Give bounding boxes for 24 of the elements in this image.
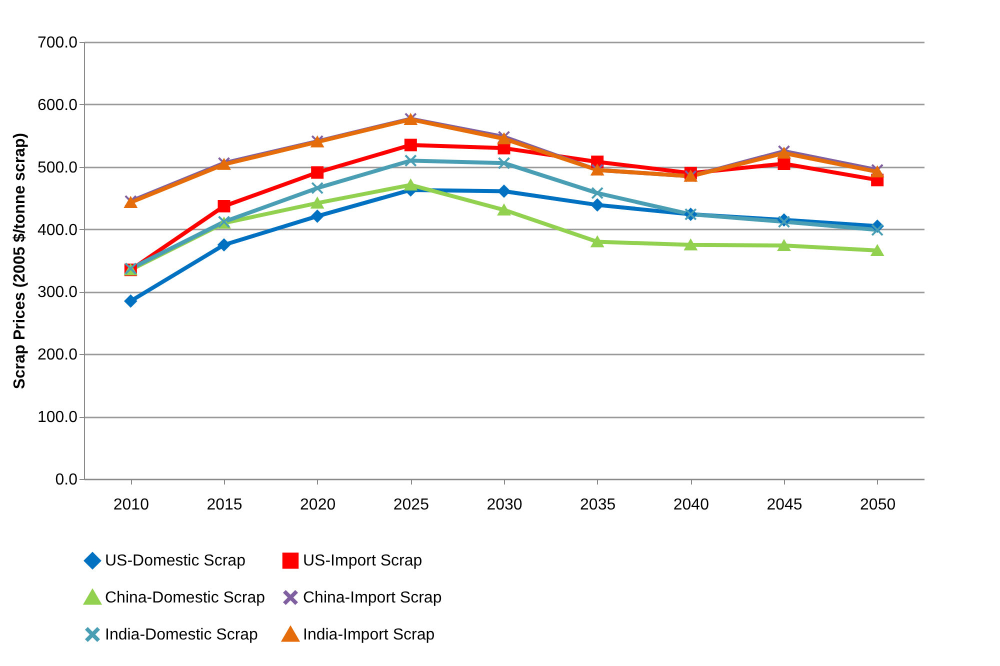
legend-label: China-Domestic Scrap — [105, 590, 266, 606]
legend-label: US-Import Scrap — [303, 552, 422, 570]
y-tick-label: 100.0 — [37, 409, 78, 426]
x-tick-label: 2030 — [486, 496, 522, 514]
x-tick-label: 2045 — [766, 496, 802, 514]
y-axis-title: Scrap Prices (2005 $/tonne scrap) — [11, 132, 28, 390]
y-tick-label: 0.0 — [55, 472, 78, 488]
x-tick-label: 2040 — [673, 496, 710, 514]
x-tick-label: 2025 — [393, 496, 430, 514]
x-tick-label: 2020 — [300, 496, 336, 514]
x-tick-label: 2050 — [860, 496, 896, 514]
y-tick-label: 300.0 — [37, 284, 78, 302]
y-tick-label: 200.0 — [37, 346, 78, 364]
x-tick-label: 2010 — [113, 496, 150, 514]
legend-label: India-Import Scrap — [303, 626, 435, 644]
legend-label: US-Domestic Scrap — [105, 552, 246, 570]
legend-label: China-Import Scrap — [303, 590, 442, 606]
y-tick-label: 400.0 — [37, 222, 78, 239]
y-tick-label: 700.0 — [37, 34, 78, 52]
y-tick-label: 600.0 — [37, 96, 78, 114]
legend-label: India-Domestic Scrap — [105, 626, 258, 644]
x-tick-label: 2015 — [206, 496, 242, 514]
y-tick-label: 500.0 — [37, 159, 78, 176]
x-tick-label: 2035 — [580, 496, 616, 514]
